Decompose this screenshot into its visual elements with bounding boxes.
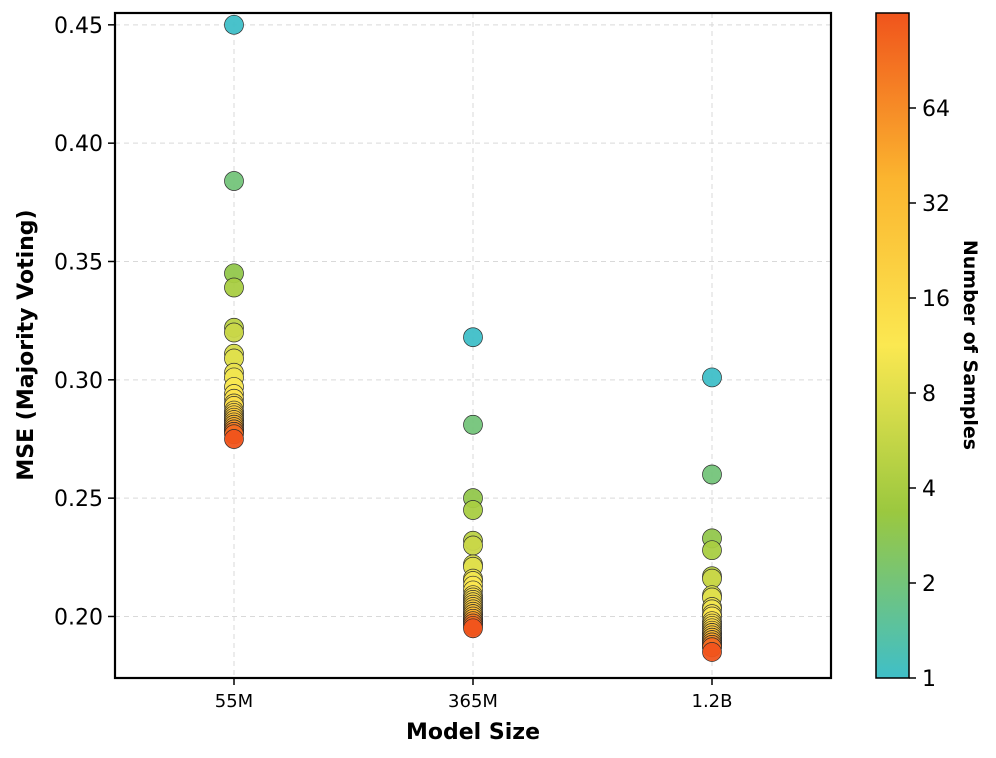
data-point (702, 568, 722, 589)
x-tick-label: 365M (448, 691, 498, 712)
x-axis-title: Model Size (406, 720, 540, 745)
colorbar-tick-label: 16 (922, 287, 950, 312)
colorbar-title: Number of Samples (959, 240, 981, 450)
x-tick-label: 1.2B (692, 691, 733, 712)
data-point (224, 277, 244, 298)
data-point (224, 171, 244, 191)
y-axis-title: MSE (Majority Voting) (14, 209, 39, 480)
data-point (463, 500, 483, 520)
data-point (702, 367, 722, 388)
data-point (702, 464, 722, 485)
data-point (463, 535, 483, 556)
colorbar (875, 12, 910, 679)
grid-lines (115, 13, 831, 678)
y-tick-label: 0.20 (54, 605, 103, 630)
data-point (702, 540, 722, 561)
colorbar-tick-label: 2 (922, 572, 936, 597)
x-tick-label: 55M (215, 691, 253, 712)
data-point (224, 322, 244, 343)
data-point (463, 618, 483, 639)
data-point (224, 429, 244, 449)
colorbar-tick-label: 64 (922, 97, 950, 122)
y-axis-ticks: 0.20 0.25 0.30 0.35 0.40 0.45 (54, 14, 115, 630)
y-tick-label: 0.45 (54, 14, 103, 39)
data-point (702, 642, 722, 662)
colorbar-tick-label: 1 (922, 667, 936, 692)
y-tick-label: 0.40 (54, 132, 103, 157)
data-point (224, 14, 244, 35)
data-point (463, 414, 483, 435)
x-axis-ticks: 55M 365M 1.2B (215, 678, 733, 712)
colorbar-tick-label: 8 (922, 382, 936, 407)
y-tick-label: 0.30 (54, 369, 103, 394)
colorbar-ticks: 1 2 4 8 16 32 64 (909, 97, 950, 692)
y-tick-label: 0.25 (54, 487, 103, 512)
scatter-points (224, 14, 722, 662)
colorbar-tick-label: 4 (922, 477, 936, 502)
data-point (463, 327, 483, 348)
y-tick-label: 0.35 (54, 250, 103, 275)
colorbar-tick-label: 32 (922, 192, 950, 217)
